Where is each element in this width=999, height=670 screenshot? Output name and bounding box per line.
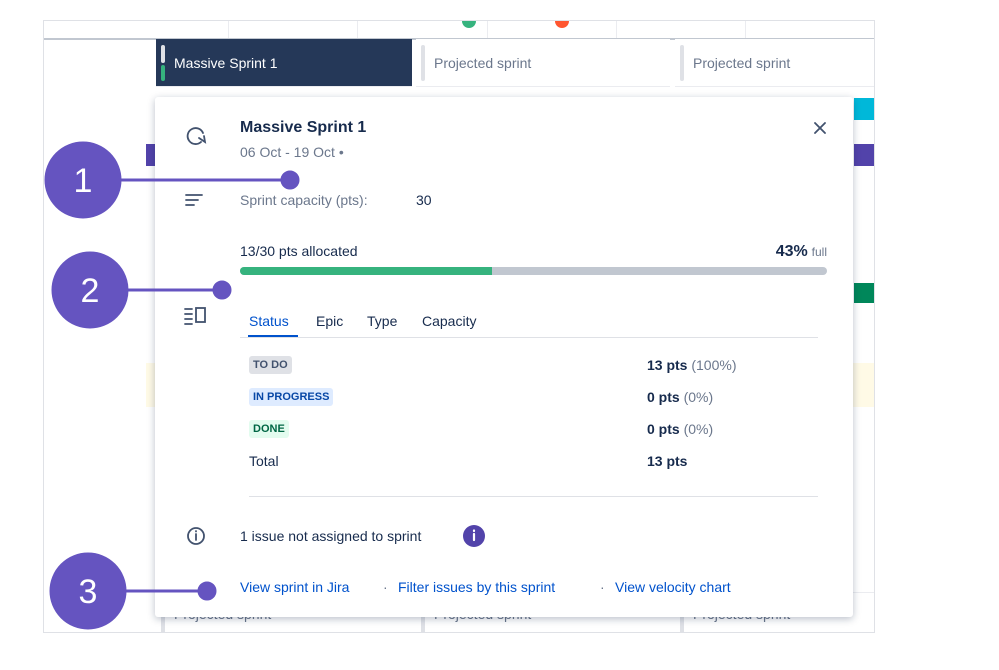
percent: 43% xyxy=(775,243,808,260)
divider xyxy=(487,21,488,38)
separator: · xyxy=(383,579,388,595)
allocated: 13/30 pts allocated xyxy=(240,243,358,259)
callout-circle xyxy=(44,141,122,219)
tab-label: Projected sprint xyxy=(434,55,532,71)
callout-dot xyxy=(280,170,300,190)
points: 13 pts xyxy=(647,453,688,469)
link[interactable]: Filter issues by this sprint xyxy=(398,579,556,595)
progress-fill xyxy=(240,267,493,275)
close-button[interactable] xyxy=(814,122,826,134)
sprint-dates: 06 Oct - 19 Oct • xyxy=(240,144,344,160)
divider xyxy=(357,21,358,38)
divider xyxy=(240,337,818,338)
tab[interactable]: Type xyxy=(367,313,398,329)
sprint-icon xyxy=(186,127,204,145)
tab-indicator xyxy=(680,45,684,81)
tab[interactable]: Epic xyxy=(316,313,344,329)
divider xyxy=(228,21,229,38)
row-value: 0 pts (0%) xyxy=(647,419,713,439)
issue-bar xyxy=(146,144,156,166)
row-value: 13 pts (100%) xyxy=(647,355,737,375)
tab-underline xyxy=(248,335,298,337)
callout-number: 2 xyxy=(81,272,100,310)
tab[interactable]: Status xyxy=(249,313,289,329)
unassigned: 1 issue not assigned to sprint xyxy=(240,528,422,544)
issue-bar xyxy=(854,144,874,166)
capacity-label: Sprint capacity (pts): xyxy=(240,192,368,208)
popup-icons xyxy=(184,122,826,547)
status-dot xyxy=(462,21,476,28)
tab-indicator xyxy=(421,45,425,81)
separator: · xyxy=(600,579,605,595)
status-lozenge: TO DO xyxy=(249,356,292,374)
info-icon xyxy=(187,527,205,545)
divider xyxy=(249,496,818,497)
total-label: Total xyxy=(249,453,279,469)
issue-bar xyxy=(854,283,874,303)
capacity-icon xyxy=(185,194,203,206)
row-value: 0 pts (0%) xyxy=(647,387,713,407)
breakdown-icon xyxy=(184,308,193,325)
percent-suffix: full xyxy=(811,245,827,259)
link[interactable]: View sprint in Jira xyxy=(240,579,350,595)
status-lozenge: IN PROGRESS xyxy=(249,388,334,406)
sprint-tab[interactable]: Projected sprint xyxy=(675,39,874,87)
tab-indicator xyxy=(161,45,165,63)
fill-percent: 43% full xyxy=(776,241,827,262)
share: (0%) xyxy=(683,389,714,405)
callout-dot xyxy=(212,280,232,300)
tab-indicator xyxy=(161,65,165,81)
tab[interactable]: Capacity xyxy=(422,313,477,329)
points: 13 pts xyxy=(647,357,688,373)
sprint-tab[interactable]: Projected sprint xyxy=(416,39,670,87)
callout-circle xyxy=(51,251,129,329)
sprint-popup: Massive Sprint 1 06 Oct - 19 Oct • Sprin… xyxy=(155,97,853,617)
divider xyxy=(745,21,746,38)
status-lozenge: DONE xyxy=(249,420,289,438)
points: 0 pts xyxy=(647,389,680,405)
callout-dot xyxy=(197,581,217,601)
divider xyxy=(616,21,617,38)
callout-number: 1 xyxy=(74,162,93,200)
sprint-icon xyxy=(198,135,207,144)
sprint-title: Massive Sprint 1 xyxy=(240,119,367,136)
callout-circle xyxy=(49,552,127,630)
callout-number: 3 xyxy=(79,573,98,611)
tab-label: Massive Sprint 1 xyxy=(174,55,278,71)
share: (0%) xyxy=(683,421,714,437)
breakdown-icon xyxy=(195,307,206,323)
capacity-value: 30 xyxy=(416,192,432,208)
sprint-tab[interactable]: Massive Sprint 1 xyxy=(156,39,412,87)
points: 0 pts xyxy=(647,421,680,437)
status-dot xyxy=(555,21,569,28)
issue-bar xyxy=(854,98,874,120)
link[interactable]: View velocity chart xyxy=(615,579,731,595)
progress-bar xyxy=(240,267,827,275)
tab-label: Projected sprint xyxy=(693,55,791,71)
share: (100%) xyxy=(691,357,737,373)
